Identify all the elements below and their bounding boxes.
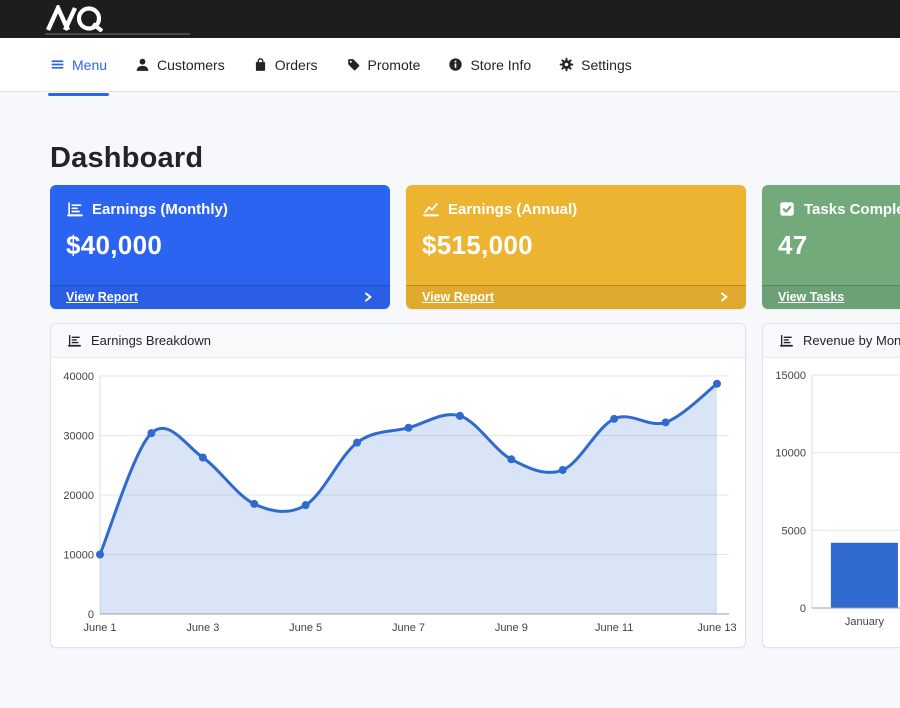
bar-chart-icon — [68, 334, 81, 347]
card-earnings-monthly: Earnings (Monthly) $40,000 View Report — [50, 185, 390, 309]
svg-text:June 5: June 5 — [289, 622, 322, 634]
svg-text:10000: 10000 — [63, 550, 94, 562]
panel-title: Earnings Breakdown — [91, 333, 211, 348]
panel-body: 0 10000 20000 30000 40000 June 1 June 3 June 5 J… — [51, 358, 745, 647]
stat-cards-row: Earnings (Monthly) $40,000 View Report — [50, 185, 900, 309]
card-body: Earnings (Monthly) $40,000 — [50, 185, 390, 285]
card-body: Earnings (Annual) $515,000 — [406, 185, 746, 285]
nav-item-label: Settings — [581, 56, 632, 73]
panel-revenue-by-month: Revenue by Month January 0 5000 10000 15000 — [762, 323, 900, 648]
panel-header: Revenue by Month — [763, 324, 900, 358]
svg-text:0: 0 — [88, 609, 94, 621]
person-icon — [136, 58, 149, 71]
card-footer: View Report — [50, 285, 390, 309]
svg-text:5000: 5000 — [782, 525, 806, 537]
nav-item-store-info[interactable]: Store Info — [448, 38, 531, 91]
nav-item-label: Store Info — [470, 56, 532, 73]
svg-text:June 13: June 13 — [697, 622, 736, 634]
card-earnings-annual: Earnings (Annual) $515,000 View Report — [406, 185, 746, 309]
nav-item-label: Menu — [72, 56, 108, 73]
svg-text:10000: 10000 — [775, 448, 806, 460]
main-navbar: Menu Customers Orders Promote Store Inf — [0, 38, 900, 96]
nav-item-customers[interactable]: Customers — [135, 38, 225, 91]
svg-text:June 9: June 9 — [495, 622, 528, 634]
panel-earnings-breakdown: Earnings Breakdown 0 10000 20000 30000 40000… — [50, 323, 746, 648]
check-square-icon — [780, 202, 794, 216]
view-tasks-link[interactable]: View Tasks — [778, 290, 845, 304]
page-title: Dashboard — [50, 142, 204, 174]
svg-text:30000: 30000 — [63, 431, 94, 443]
tag-icon — [347, 59, 359, 71]
svg-text:20000: 20000 — [63, 490, 94, 502]
hamburger-icon — [51, 60, 64, 69]
svg-text:June 7: June 7 — [392, 622, 425, 634]
nav-item-promote[interactable]: Promote — [346, 38, 421, 91]
svg-text:June 1: June 1 — [83, 622, 116, 634]
nav-item-menu[interactable]: Menu — [47, 38, 110, 96]
nav-item-label: Customers — [157, 56, 225, 73]
aq-monogram-logo-icon — [45, 2, 104, 33]
view-report-link[interactable]: View Report — [422, 290, 495, 304]
card-footer: View Report — [406, 285, 746, 309]
card-value: $40,000 — [66, 230, 163, 260]
logo-underline — [45, 33, 190, 35]
panel-title: Revenue by Month — [803, 333, 900, 348]
gear-icon — [559, 57, 574, 72]
main-content: Dashboard Earnings (Monthly) $40,000 Vie… — [0, 142, 900, 648]
svg-text:15000: 15000 — [775, 370, 806, 382]
nav-item-orders[interactable]: Orders — [253, 38, 318, 91]
chevron-right-icon[interactable] — [362, 291, 374, 303]
info-circle-icon — [449, 58, 463, 71]
svg-text:June 11: June 11 — [595, 622, 633, 634]
brand-logo[interactable] — [45, 2, 129, 37]
bar-chart-icon — [67, 202, 83, 217]
card-title: Tasks Completed — [804, 200, 900, 218]
card-body: Tasks Completed 47 — [762, 185, 900, 285]
revenue-by-month-chart[interactable]: January 0 5000 10000 15000 — [763, 358, 900, 647]
card-title: Earnings (Annual) — [448, 200, 578, 218]
line-chart-icon — [423, 203, 439, 217]
nav-item-settings[interactable]: Settings — [559, 38, 632, 91]
card-value: $515,000 — [422, 230, 533, 260]
topbar — [0, 0, 900, 38]
chart-panels-row: Earnings Breakdown 0 10000 20000 30000 40000… — [50, 323, 900, 648]
nav-item-label: Orders — [274, 56, 318, 73]
bar-chart-icon — [780, 334, 793, 347]
card-tasks-completed: Tasks Completed 47 View Tasks — [762, 185, 900, 309]
card-title: Earnings (Monthly) — [92, 200, 228, 218]
view-report-link[interactable]: View Report — [66, 290, 139, 304]
chevron-right-icon[interactable] — [718, 291, 730, 303]
nav-item-label: Promote — [367, 56, 421, 73]
card-footer: View Tasks — [762, 285, 900, 309]
svg-text:0: 0 — [800, 603, 806, 615]
earnings-breakdown-chart[interactable]: 0 10000 20000 30000 40000 June 1 June 3 June 5 J… — [51, 358, 745, 647]
svg-text:June 3: June 3 — [186, 622, 219, 634]
svg-text:January: January — [845, 616, 885, 628]
svg-text:40000: 40000 — [63, 371, 94, 383]
card-value: 47 — [778, 230, 808, 260]
panel-header: Earnings Breakdown — [51, 324, 745, 358]
panel-body: January 0 5000 10000 15000 — [763, 358, 900, 647]
shopping-bag-icon — [255, 58, 265, 71]
